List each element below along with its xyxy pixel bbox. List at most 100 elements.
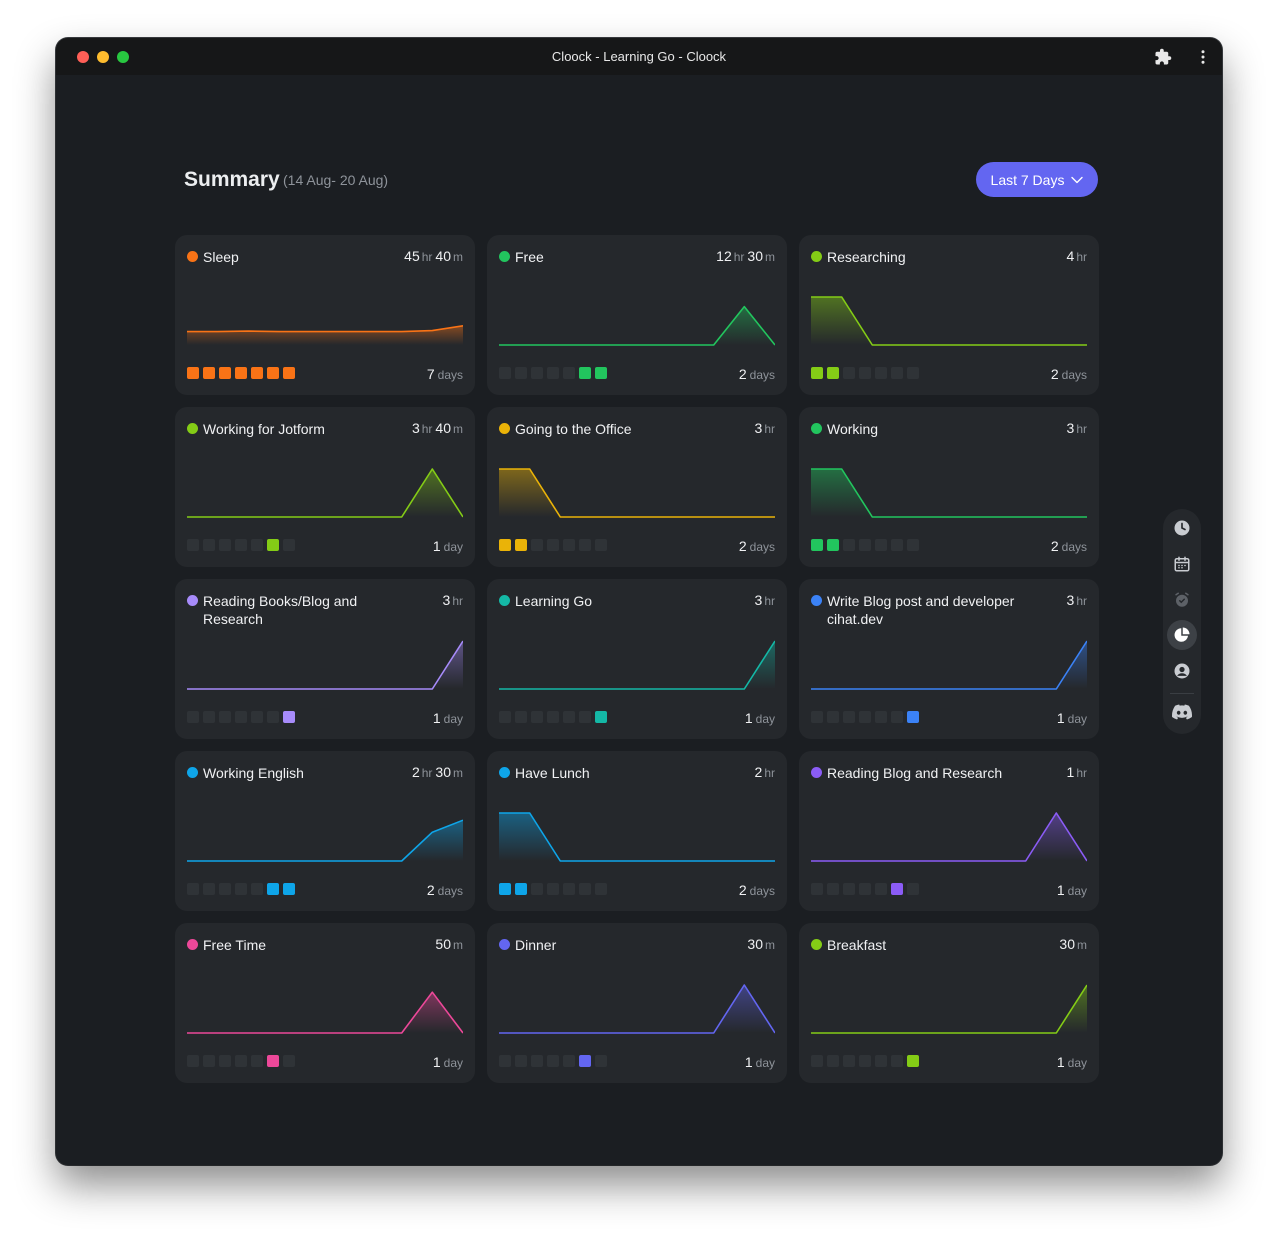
- activity-card[interactable]: Working for Jotform 3 hr 40 m 1 day: [175, 407, 475, 567]
- active-days-count: 1 day: [745, 710, 775, 726]
- sidebar-item-discord[interactable]: [1167, 697, 1197, 727]
- activity-card[interactable]: Free 12 hr 30 m 2 days: [487, 235, 787, 395]
- day-activity-squares: [499, 539, 607, 551]
- days-count-unit: day: [1067, 884, 1087, 898]
- day-square-inactive: [283, 1055, 295, 1067]
- day-square-active: [267, 1055, 279, 1067]
- card-header: Researching 4 hr: [811, 248, 1087, 266]
- activity-name: Working for Jotform: [203, 421, 325, 437]
- activity-color-dot: [811, 423, 822, 434]
- activity-duration: 1 hr: [1067, 764, 1087, 780]
- sidebar-item-timer[interactable]: [1167, 513, 1197, 543]
- activity-card[interactable]: Reading Books/Blog and Research 3 hr 1 day: [175, 579, 475, 739]
- activity-name: Reading Blog and Research: [827, 765, 1003, 781]
- duration-hr-unit: hr: [452, 594, 463, 608]
- extension-puzzle-icon[interactable]: [1154, 48, 1172, 66]
- day-square-active: [499, 883, 511, 895]
- duration-min-unit: m: [453, 766, 463, 780]
- activity-duration: 4 hr: [1067, 248, 1087, 264]
- activity-duration: 12 hr 30 m: [716, 248, 775, 264]
- day-square-inactive: [891, 367, 903, 379]
- date-range-label: (14 Aug- 20 Aug): [283, 172, 389, 188]
- day-square-active: [595, 711, 607, 723]
- day-square-inactive: [859, 539, 871, 551]
- activity-color-dot: [187, 939, 198, 950]
- activity-card[interactable]: Dinner 30 m 1 day: [487, 923, 787, 1083]
- activity-card[interactable]: Researching 4 hr 2 days: [799, 235, 1099, 395]
- card-header: Dinner 30 m: [499, 936, 775, 954]
- sidebar-item-calendar[interactable]: [1167, 549, 1197, 579]
- active-days-count: 2 days: [1051, 538, 1087, 554]
- card-title-wrap: Have Lunch: [499, 764, 590, 782]
- activity-card[interactable]: Sleep 45 hr 40 m 7 days: [175, 235, 475, 395]
- sparkline-line: [499, 640, 775, 690]
- day-square-inactive: [283, 539, 295, 551]
- days-count-value: 2: [1050, 366, 1059, 382]
- activity-duration: 2 hr: [755, 764, 775, 780]
- activity-name: Dinner: [515, 937, 557, 953]
- duration-hr-unit: hr: [1076, 594, 1087, 608]
- card-title-wrap: Reading Blog and Research: [811, 764, 1002, 782]
- days-count-unit: day: [443, 540, 463, 554]
- active-days-count: 2 days: [1051, 366, 1087, 382]
- card-header: Free Time 50 m: [187, 936, 463, 954]
- days-count-unit: days: [437, 368, 463, 382]
- sparkline-area: [499, 641, 775, 689]
- activity-card[interactable]: Free Time 50 m 1 day: [175, 923, 475, 1083]
- more-vertical-icon[interactable]: [1194, 48, 1212, 66]
- card-header: Working 3 hr: [811, 420, 1087, 438]
- duration-hr-unit: hr: [733, 250, 745, 264]
- activity-name: Have Lunch: [515, 765, 590, 781]
- sidebar-item-summary[interactable]: [1167, 620, 1197, 650]
- day-square-inactive: [859, 367, 871, 379]
- activity-card[interactable]: Write Blog post and developer cihat.dev 3…: [799, 579, 1099, 739]
- active-days-count: 7 days: [427, 366, 463, 382]
- sparkline-line: [811, 296, 1087, 346]
- day-square-active: [235, 367, 247, 379]
- activity-card[interactable]: Working English 2 hr 30 m 2 days: [175, 751, 475, 911]
- activity-card[interactable]: Going to the Office 3 hr 2 days: [487, 407, 787, 567]
- day-square-inactive: [219, 539, 231, 551]
- activity-card[interactable]: Learning Go 3 hr 1 day: [487, 579, 787, 739]
- activity-name: Write Blog post and developer cihat.dev: [827, 593, 1015, 627]
- sidebar-item-profile[interactable]: [1167, 656, 1197, 686]
- day-square-inactive: [515, 367, 527, 379]
- duration-min-unit: m: [1077, 938, 1087, 952]
- active-days-count: 1 day: [433, 538, 463, 554]
- activity-card[interactable]: Breakfast 30 m 1 day: [799, 923, 1099, 1083]
- day-square-inactive: [203, 711, 215, 723]
- days-count-value: 1: [1056, 1054, 1065, 1070]
- duration-min-value: 40: [435, 420, 451, 436]
- days-count-unit: days: [437, 884, 463, 898]
- day-square-inactive: [531, 711, 543, 723]
- duration-hr-value: 3: [754, 420, 763, 436]
- activity-sparkline: [499, 812, 775, 862]
- sparkline-area: [811, 813, 1087, 861]
- sparkline-line: [187, 991, 463, 1034]
- duration-min-value: 30: [747, 936, 763, 952]
- maximize-window-button[interactable]: [117, 51, 129, 63]
- day-square-active: [891, 883, 903, 895]
- day-square-inactive: [531, 883, 543, 895]
- activity-card[interactable]: Have Lunch 2 hr 2 days: [487, 751, 787, 911]
- activity-card[interactable]: Working 3 hr 2 days: [799, 407, 1099, 567]
- day-square-inactive: [563, 367, 575, 379]
- day-square-inactive: [875, 367, 887, 379]
- duration-hr-unit: hr: [421, 422, 433, 436]
- day-square-inactive: [843, 1055, 855, 1067]
- sparkline-area: [187, 325, 463, 345]
- day-square-inactive: [251, 711, 263, 723]
- days-count-value: 2: [426, 882, 435, 898]
- activity-name: Researching: [827, 249, 906, 265]
- activity-duration: 45 hr 40 m: [404, 248, 463, 264]
- activity-card[interactable]: Reading Blog and Research 1 hr 1 day: [799, 751, 1099, 911]
- activity-color-dot: [187, 423, 198, 434]
- minimize-window-button[interactable]: [97, 51, 109, 63]
- day-square-active: [595, 367, 607, 379]
- sidebar-item-alarm[interactable]: [1167, 585, 1197, 615]
- close-window-button[interactable]: [77, 51, 89, 63]
- card-title-wrap: Free Time: [187, 936, 266, 954]
- day-square-active: [827, 539, 839, 551]
- date-range-dropdown[interactable]: Last 7 Days: [976, 162, 1098, 197]
- sparkline-line: [811, 984, 1087, 1034]
